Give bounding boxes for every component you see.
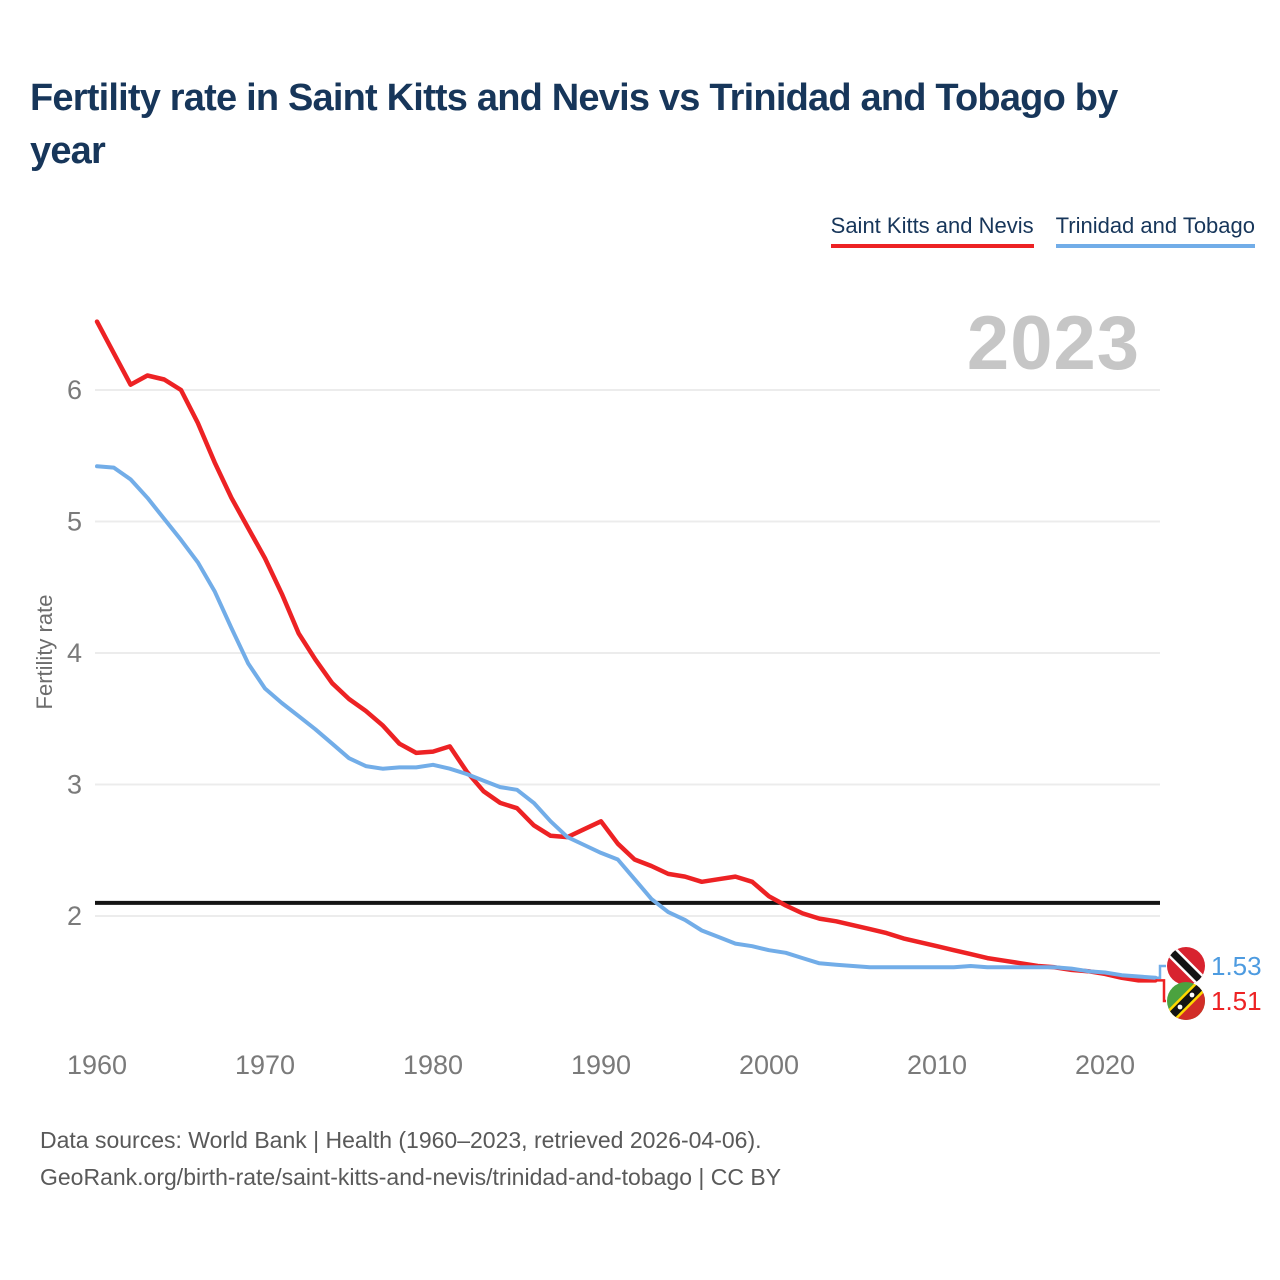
x-tick-label: 2000: [739, 1050, 799, 1080]
data-source-note: Data sources: World Bank | Health (1960–…: [40, 1122, 781, 1196]
series-line-saint-kitts-and-nevis: [94, 319, 1158, 983]
end-label-trinidad-and-tobago: 1.53: [1167, 947, 1262, 985]
end-label-value: 1.51: [1211, 985, 1262, 1016]
y-axis-label: Fertility rate: [32, 594, 57, 710]
legend-item-trinidad-and-tobago[interactable]: Trinidad and Tobago: [1055, 213, 1255, 248]
x-tick-label: 1980: [403, 1050, 463, 1080]
y-tick-label: 3: [67, 770, 82, 800]
end-label-saint-kitts-and-nevis: 1.51: [1167, 982, 1262, 1020]
end-label-connector: [1155, 964, 1166, 980]
x-axis-tick-labels: 1960 1970 1980 1990 2000 2010 2020: [67, 1050, 1135, 1080]
end-label-value: 1.53: [1211, 950, 1262, 981]
x-tick-label: 2010: [907, 1050, 967, 1080]
trinidad-and-tobago-flag-icon: [1167, 947, 1205, 985]
data-source-line1: Data sources: World Bank | Health (1960–…: [40, 1127, 762, 1153]
x-tick-label: 2020: [1075, 1050, 1135, 1080]
y-tick-label: 5: [67, 507, 82, 537]
x-tick-label: 1990: [571, 1050, 631, 1080]
x-tick-label: 1960: [67, 1050, 127, 1080]
gridlines: [95, 389, 1160, 917]
saint-kitts-and-nevis-flag-icon: [1167, 982, 1205, 1020]
legend-item-saint-kitts-and-nevis[interactable]: Saint Kitts and Nevis: [830, 213, 1034, 248]
x-tick-label: 1970: [235, 1050, 295, 1080]
year-watermark: 2023: [966, 301, 1140, 386]
y-axis-tick-labels: 2 3 4 5 6: [67, 375, 82, 931]
page-title: Fertility rate in Saint Kitts and Nevis …: [30, 77, 1118, 172]
legend: Saint Kitts and Nevis Trinidad and Tobag…: [830, 213, 1255, 248]
end-label-connector: [1155, 979, 1166, 1003]
data-source-line2: GeoRank.org/birth-rate/saint-kitts-and-n…: [40, 1164, 782, 1190]
y-tick-label: 2: [67, 901, 82, 931]
y-tick-label: 4: [67, 638, 82, 668]
series-line-trinidad-and-tobago: [95, 464, 1158, 980]
y-tick-label: 6: [67, 375, 82, 405]
